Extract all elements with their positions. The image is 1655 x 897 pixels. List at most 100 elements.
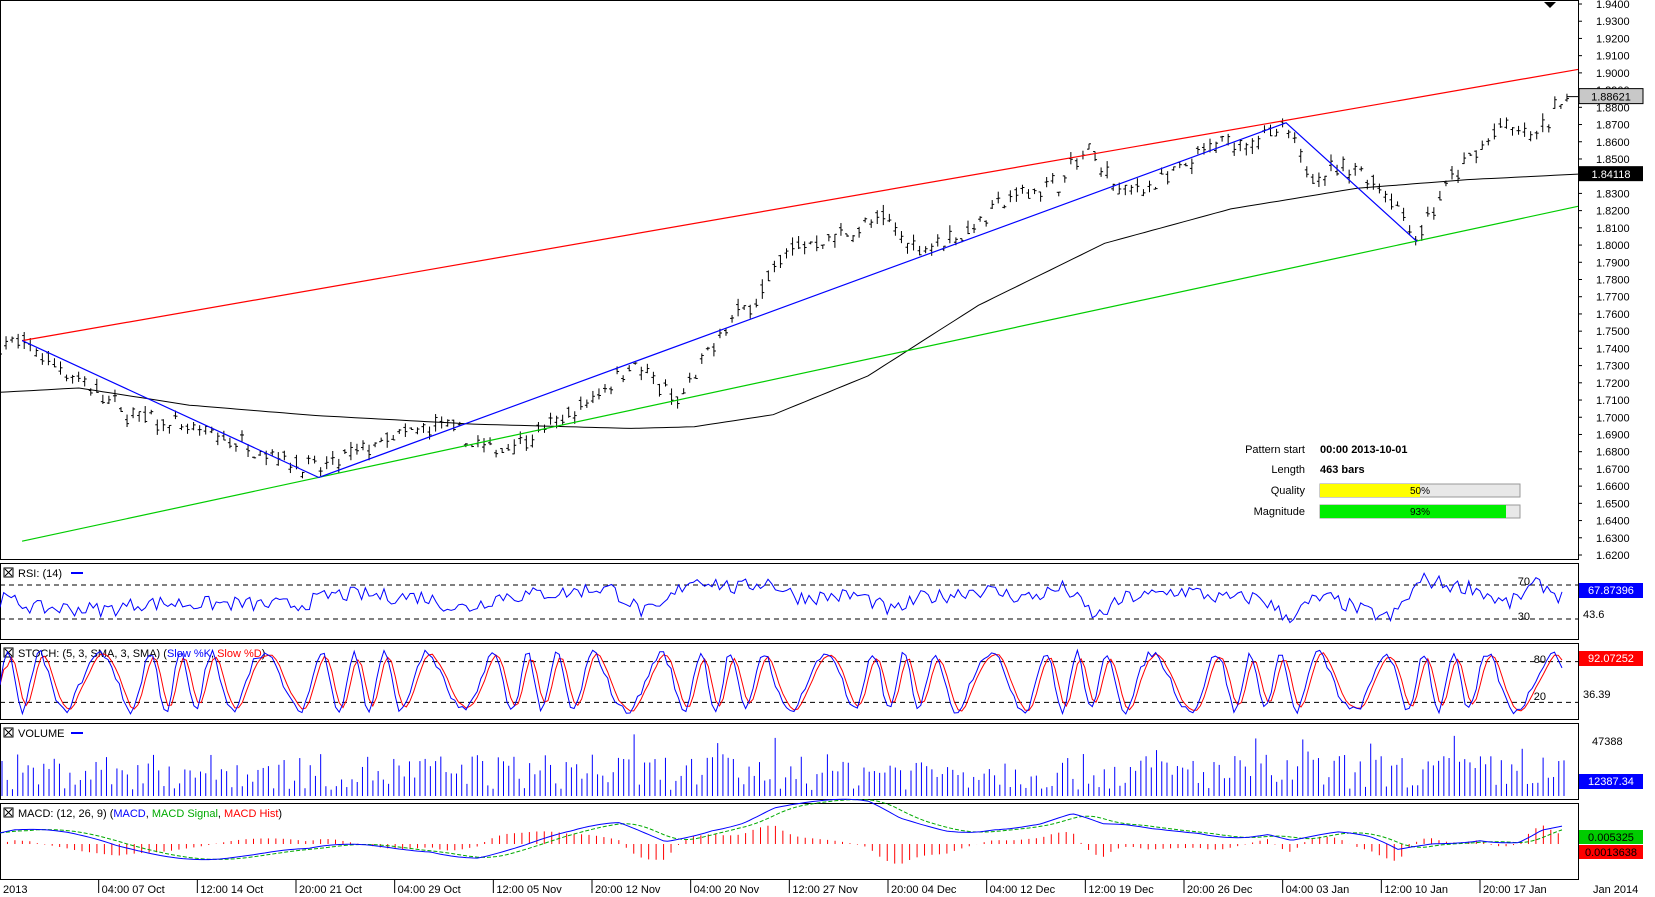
time-tick-label: 12:00 19 Dec — [1088, 884, 1154, 896]
stoch-title: STOCH: (5, 3, SMA, 3, SMA) (Slow %K, Slo… — [18, 648, 265, 660]
pattern-lines-layer — [21, 68, 1579, 542]
price-tick-label: 1.7900 — [1596, 257, 1630, 269]
pattern-info-panel: Pattern start 00:00 2013-10-01 Length 46… — [1245, 444, 1521, 519]
stoch-last-box — [1579, 651, 1643, 666]
macd-hist-last-value: 0.0013638 — [1585, 847, 1637, 859]
rsi-extra-label: 43.6 — [1583, 609, 1604, 621]
rsi-line — [0, 572, 1563, 624]
macd-last-value: 0.005325 — [1588, 832, 1634, 844]
stoch-d-line — [0, 652, 1563, 712]
time-tick-label: 12:00 14 Oct — [200, 884, 263, 896]
support-line — [21, 205, 1579, 542]
magnitude-text: 93% — [1410, 507, 1430, 518]
price-tick-label: 1.8500 — [1596, 154, 1630, 166]
quality-text: 50% — [1410, 486, 1430, 497]
magnitude-label: Magnitude — [1254, 506, 1305, 518]
price-panel: 1.94001.93001.92001.91001.90001.89001.88… — [0, 0, 1644, 562]
rsi-panel-frame — [0, 563, 1579, 640]
stoch-upper-label: 80 — [1534, 654, 1546, 666]
price-tick-label: 1.7800 — [1596, 275, 1630, 287]
stoch-title-main: STOCH: (5, 3, SMA, 3, SMA) ( — [18, 648, 167, 660]
time-tick-label: 04:00 29 Oct — [398, 884, 461, 896]
macd-hist-last-box — [1579, 845, 1643, 859]
time-tick-label: 04:00 07 Oct — [102, 884, 165, 896]
pattern-start-value: 00:00 2013-10-01 — [1320, 444, 1407, 456]
price-tick-label: 1.8000 — [1596, 240, 1630, 252]
stoch-d-label: Slow %D — [217, 648, 262, 660]
rsi-layer — [0, 572, 1578, 624]
resistance-line — [21, 68, 1579, 342]
macd-title-close: ) — [278, 808, 282, 820]
price-tick-label: 1.6400 — [1596, 516, 1630, 528]
stoch-lower-label: 20 — [1534, 691, 1546, 703]
rsi-panel: RSI: (14) 70 30 43.6 67.87396 — [0, 563, 1643, 640]
price-tick-label: 1.7700 — [1596, 292, 1630, 304]
price-tick-label: 1.6700 — [1596, 464, 1630, 476]
macd-line-label: MACD — [113, 808, 145, 820]
moving-average-layer — [0, 173, 1579, 429]
time-tick-label: Jan 2014 — [1593, 884, 1638, 896]
price-tick-label: 1.9400 — [1596, 0, 1630, 11]
stoch-extra-label: 36.39 — [1583, 689, 1611, 701]
macd-sep-1: , — [146, 808, 152, 820]
rsi-upper-label: 70 — [1518, 576, 1530, 588]
volume-last-box — [1579, 774, 1643, 789]
quality-label: Quality — [1271, 485, 1306, 497]
macd-signal-label: MACD Signal — [152, 808, 218, 820]
price-panel-frame — [0, 0, 1579, 560]
macd-toggle-cross — [4, 808, 13, 817]
price-tick-label: 1.6600 — [1596, 481, 1630, 493]
macd-title: MACD: (12, 26, 9) (MACD, MACD Signal, MA… — [18, 808, 282, 820]
volume-panel: VOLUME 47388 12387.34 — [0, 723, 1643, 800]
rsi-last-box — [1579, 583, 1643, 598]
top-right-marker-icon — [1544, 2, 1556, 8]
stoch-layer — [0, 648, 1578, 716]
price-tick-label: 1.9200 — [1596, 33, 1630, 45]
time-tick-label: 2013 — [3, 884, 27, 896]
macd-hist-label: MACD Hist — [224, 808, 278, 820]
time-tick-label: 04:00 20 Nov — [694, 884, 760, 896]
macd-sep-2: , — [218, 808, 224, 820]
stoch-k-label: Slow %K — [167, 648, 212, 660]
time-tick-label: 12:00 05 Nov — [496, 884, 562, 896]
macd-panel-frame — [0, 803, 1579, 880]
time-tick-label: 20:00 04 Dec — [891, 884, 957, 896]
last-ma-value: 1.84118 — [1592, 169, 1631, 181]
magnitude-bar-fill — [1320, 505, 1506, 518]
volume-title: VOLUME — [18, 728, 64, 740]
macd-title-main: MACD: (12, 26, 9) ( — [18, 808, 114, 820]
rsi-title: RSI: (14) — [18, 568, 62, 580]
volume-last-value: 12387.34 — [1588, 776, 1634, 788]
price-tick-label: 1.8100 — [1596, 223, 1630, 235]
stoch-k-line — [0, 648, 1563, 716]
macd-layer — [0, 798, 1563, 864]
volume-top-label: 47388 — [1592, 736, 1623, 748]
rsi-last-value: 67.87396 — [1588, 585, 1634, 597]
price-tick-label: 1.9100 — [1596, 51, 1630, 63]
time-tick-label: 12:00 27 Nov — [792, 884, 858, 896]
price-tick-label: 1.7100 — [1596, 395, 1630, 407]
rsi-toggle-cross — [4, 568, 13, 577]
last-price-box — [1578, 88, 1644, 105]
quality-bar-fill — [1320, 484, 1420, 497]
time-axis: 2013 04:00 07 Oct 12:00 14 Oct 20:00 21 Oct… — [3, 880, 1638, 896]
macd-panel: MACD: (12, 26, 9) (MACD, MACD Signal, MA… — [0, 798, 1643, 880]
time-tick-label: 12:00 10 Jan — [1384, 884, 1448, 896]
last-ma-box — [1579, 166, 1643, 182]
stoch-last-value: 92.07252 — [1588, 653, 1634, 665]
moving-average-line — [0, 173, 1579, 429]
price-tick-label: 1.6300 — [1596, 533, 1630, 545]
rsi-lower-label: 30 — [1518, 611, 1530, 623]
price-tick-label: 1.9000 — [1596, 68, 1630, 80]
price-tick-label: 1.7300 — [1596, 361, 1630, 373]
price-tick-label: 1.8200 — [1596, 206, 1630, 218]
price-tick-label: 1.7600 — [1596, 309, 1630, 321]
price-tick-label: 1.8800 — [1596, 102, 1630, 114]
price-tick-label: 1.8300 — [1596, 188, 1630, 200]
price-tick-label: 1.6900 — [1596, 429, 1630, 441]
volume-layer — [1, 734, 1565, 796]
length-value: 463 bars — [1320, 464, 1365, 476]
price-tick-label: 1.6500 — [1596, 498, 1630, 510]
pattern-swing-line — [21, 122, 1418, 479]
